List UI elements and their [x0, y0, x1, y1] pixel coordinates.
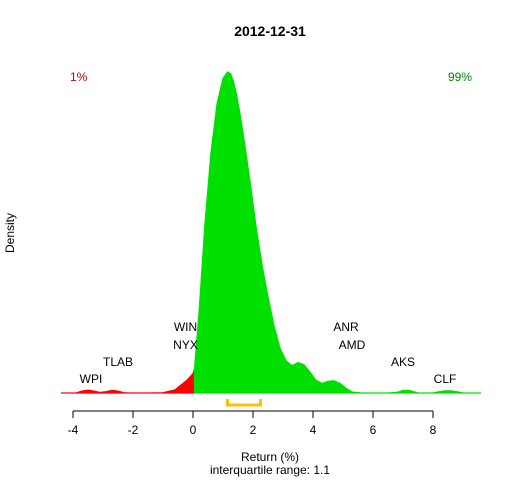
- ticker-label: WPI: [80, 372, 103, 386]
- iqr-caption: interquartile range: 1.1: [210, 463, 330, 477]
- left-tail-label: 1%: [70, 70, 88, 84]
- x-tick-label: 0: [190, 423, 197, 437]
- ticker-label: AKS: [391, 355, 415, 369]
- x-axis: -4 -2 0 2 4 6 8: [68, 410, 437, 437]
- right-tail-label: 99%: [448, 70, 472, 84]
- x-tick-label: 4: [310, 423, 317, 437]
- ticker-label: CLF: [434, 372, 457, 386]
- body-density: [193, 71, 481, 394]
- ticker-label: AMD: [339, 338, 366, 352]
- left-tail-density: [61, 368, 196, 394]
- plot-area: [61, 71, 481, 407]
- x-tick-label: -2: [128, 423, 139, 437]
- chart-title: 2012-12-31: [234, 23, 306, 39]
- x-axis-label: Return (%): [241, 450, 299, 464]
- x-tick-label: 8: [430, 423, 437, 437]
- y-axis-label: Density: [3, 213, 17, 253]
- ticker-label: TLAB: [103, 355, 133, 369]
- ticker-label: NYX: [173, 338, 198, 352]
- x-tick-label: 2: [250, 423, 257, 437]
- iqr-bracket: [226, 399, 262, 407]
- x-tick-label: -4: [68, 423, 79, 437]
- ticker-label: WIN: [174, 320, 197, 334]
- ticker-label: ANR: [333, 320, 359, 334]
- x-tick-label: 6: [370, 423, 377, 437]
